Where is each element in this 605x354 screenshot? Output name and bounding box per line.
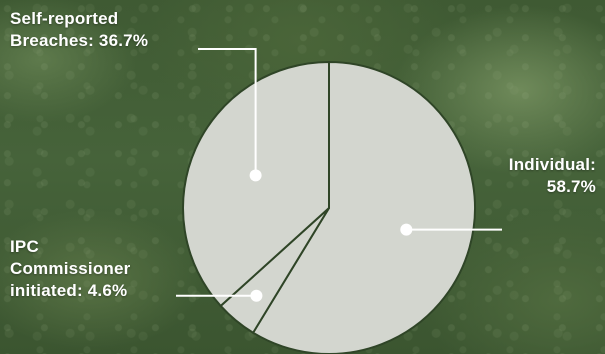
label-self-reported-line2: Breaches: 36.7% <box>10 31 149 50</box>
pie-slices <box>182 61 476 354</box>
label-ipc-line2: Commissioner <box>10 259 131 278</box>
label-ipc-line1: IPC <box>10 237 39 256</box>
label-self-reported: Self-reported Breaches: 36.7% <box>10 8 148 52</box>
leader-line-self-reported <box>198 48 257 176</box>
label-self-reported-line1: Self-reported <box>10 9 119 28</box>
label-individual: Individual: 58.7% <box>509 154 596 198</box>
label-individual-line1: Individual: <box>508 155 596 174</box>
pie-slice-self-reported <box>182 61 330 307</box>
label-ipc-line3: initiated: 4.6% <box>10 281 128 300</box>
leader-lines <box>176 48 502 302</box>
label-ipc-commissioner: IPC Commissioner initiated: 4.6% <box>10 236 131 302</box>
label-individual-line2: 58.7% <box>546 177 596 196</box>
